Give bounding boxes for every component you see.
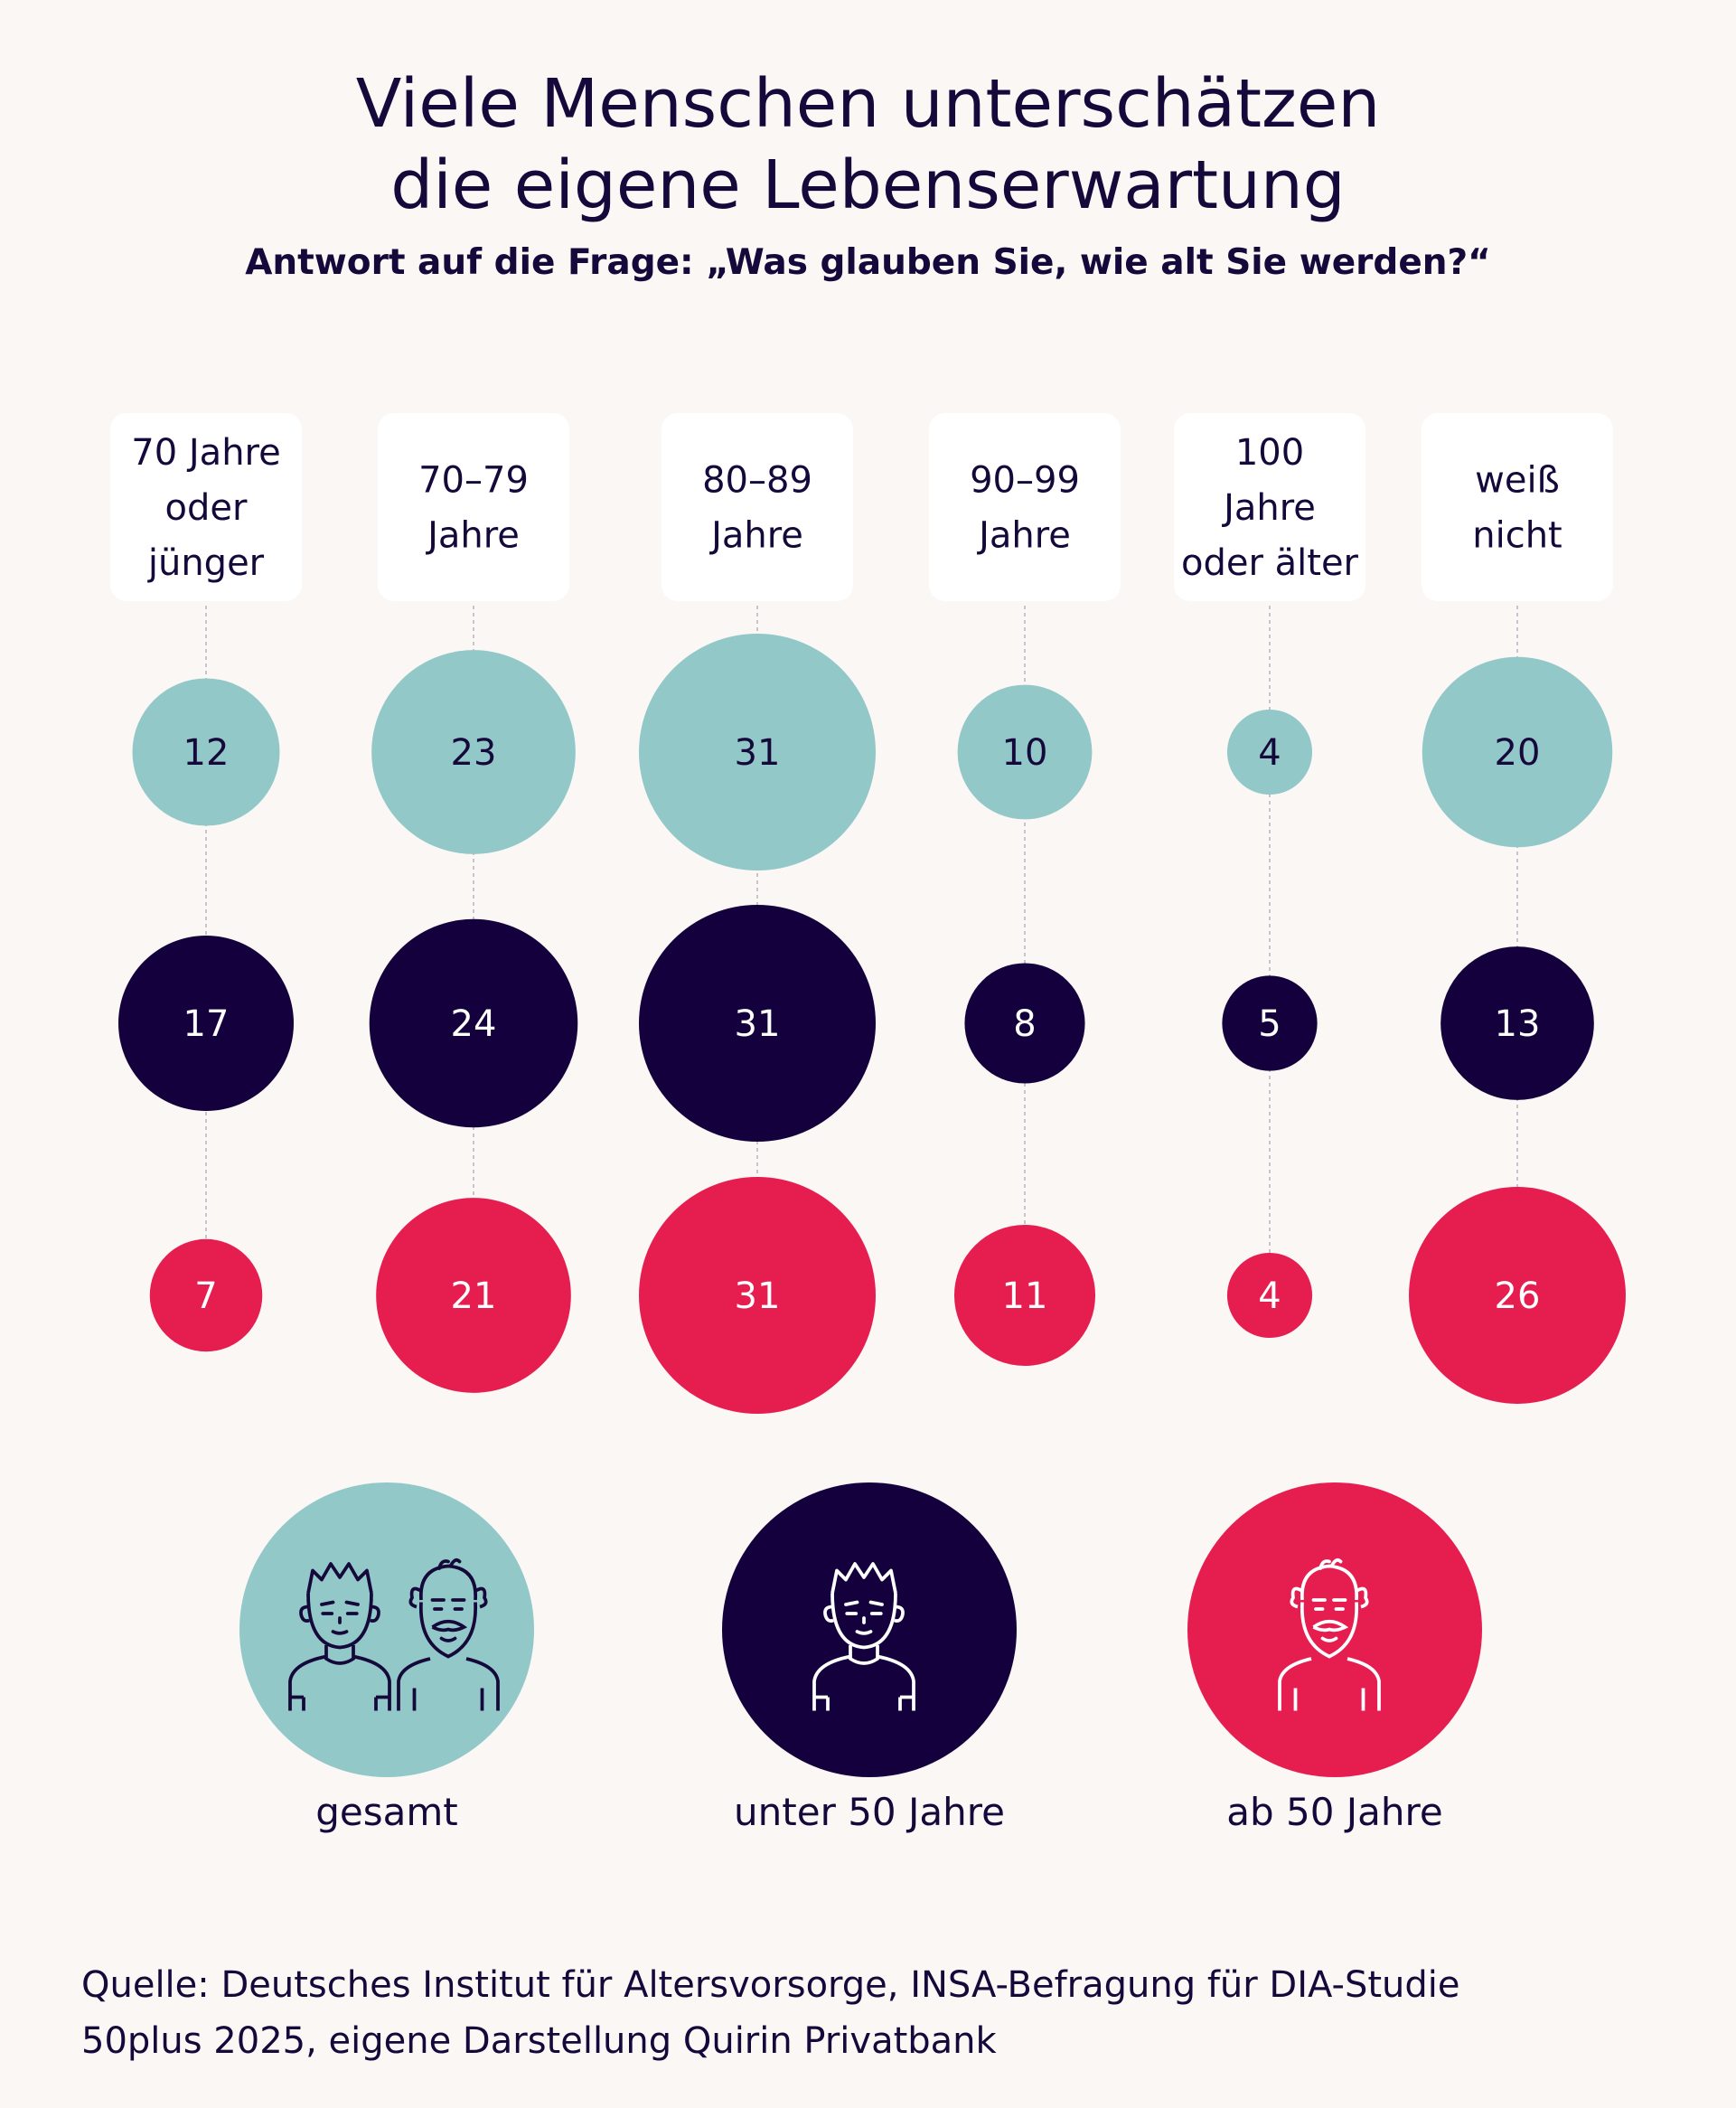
bubble-1-5: [1440, 946, 1594, 1100]
value-label-0-3: 10: [1002, 732, 1048, 774]
value-label-2-2: 31: [735, 1275, 781, 1317]
value-label-0-4: 4: [1258, 732, 1281, 774]
value-label-0-1: 23: [451, 732, 497, 774]
category-label-2-1: Jahre: [708, 515, 803, 557]
bubble-0-2: [639, 634, 876, 870]
category-labels: 70 Jahre oder jünger 70–79 Jahre 80–89 Jahre 90…: [110, 413, 1613, 601]
legend-circle-0: [239, 1482, 534, 1777]
title-line-2: die eigene Lebenserwartung: [390, 146, 1346, 224]
value-label-0-5: 20: [1495, 732, 1541, 774]
category-label-1-1: Jahre: [425, 515, 520, 557]
bubble-1-2: [639, 905, 876, 1142]
bubble-1-3: [964, 963, 1085, 1084]
legend-label-unter-50: unter 50 Jahre: [734, 1790, 1005, 1834]
source-note: Quelle: Deutsches Institut für Altersvor…: [81, 1957, 1618, 2069]
title-line-1: Viele Menschen unterschätzen: [355, 65, 1381, 143]
bubble-2-5: [1409, 1187, 1626, 1404]
value-label-1-5: 13: [1495, 1003, 1541, 1045]
chart-subtitle: Antwort auf die Frage: „Was glauben Sie,…: [245, 242, 1491, 283]
value-label-1-0: 17: [183, 1003, 230, 1045]
source-line-2: 50plus 2025, eigene Darstellung Quirin P…: [81, 2020, 997, 2062]
legend-circle-1: [722, 1482, 1017, 1777]
bubble-0-0: [132, 678, 280, 826]
category-label-5-0: weiß: [1475, 460, 1560, 502]
category-box-4: [1174, 413, 1365, 601]
bubble-1-0: [117, 935, 295, 1112]
category-box-2: [662, 413, 853, 601]
bubble-1-4: [1222, 975, 1318, 1071]
bubble-2-2: [639, 1177, 876, 1414]
value-label-0-2: 31: [735, 732, 781, 774]
category-label-1-0: 70–79: [418, 460, 529, 502]
category-label-3-0: 90–99: [970, 460, 1080, 502]
bubble-0-4: [1226, 709, 1313, 795]
category-label-0-0: 70 Jahre: [131, 432, 280, 474]
category-label-5-1: nicht: [1472, 515, 1562, 557]
value-label-2-0: 7: [194, 1275, 217, 1317]
legend-label-ab-50: ab 50 Jahre: [1226, 1790, 1443, 1834]
category-label-4-0: 100: [1235, 432, 1304, 474]
bubble-2-1: [376, 1198, 571, 1393]
value-label-0-0: 12: [183, 732, 230, 774]
value-label-1-2: 31: [735, 1003, 781, 1045]
category-label-0-1: oder: [165, 487, 248, 529]
category-box-0: [110, 413, 302, 601]
data-bubbles: 12 23 31 10 4 20 17 24 31 8 5 13 7 21 31 11 4 26: [117, 634, 1626, 1414]
chart-title: Viele Menschen unterschätzen die eigene …: [0, 63, 1736, 226]
category-box-1: [378, 413, 569, 601]
source-line-1: Quelle: Deutsches Institut für Altersvor…: [81, 1964, 1460, 2006]
bubble-2-3: [953, 1224, 1096, 1367]
legend-label-gesamt: gesamt: [315, 1790, 458, 1834]
bubble-2-0: [149, 1238, 263, 1352]
category-label-4-1: Jahre: [1221, 487, 1316, 529]
value-label-2-5: 26: [1495, 1275, 1541, 1317]
value-label-2-1: 21: [451, 1275, 497, 1317]
bubble-1-1: [369, 918, 578, 1128]
value-label-1-4: 5: [1258, 1003, 1281, 1045]
category-label-0-2: jünger: [147, 542, 265, 584]
value-label-1-1: 24: [451, 1003, 497, 1045]
category-label-3-1: Jahre: [976, 515, 1071, 557]
value-label-2-4: 4: [1258, 1275, 1281, 1317]
bubble-0-1: [371, 650, 576, 854]
bubble-0-3: [957, 684, 1093, 820]
bubble-0-5: [1422, 656, 1613, 848]
category-label-2-0: 80–89: [702, 460, 812, 502]
category-box-3: [929, 413, 1121, 601]
value-label-1-3: 8: [1013, 1003, 1036, 1045]
category-box-5: [1422, 413, 1613, 601]
category-label-4-2: oder älter: [1181, 542, 1359, 584]
legend: [239, 1482, 1482, 1777]
value-label-2-3: 11: [1002, 1275, 1048, 1317]
bubble-2-4: [1226, 1252, 1313, 1339]
